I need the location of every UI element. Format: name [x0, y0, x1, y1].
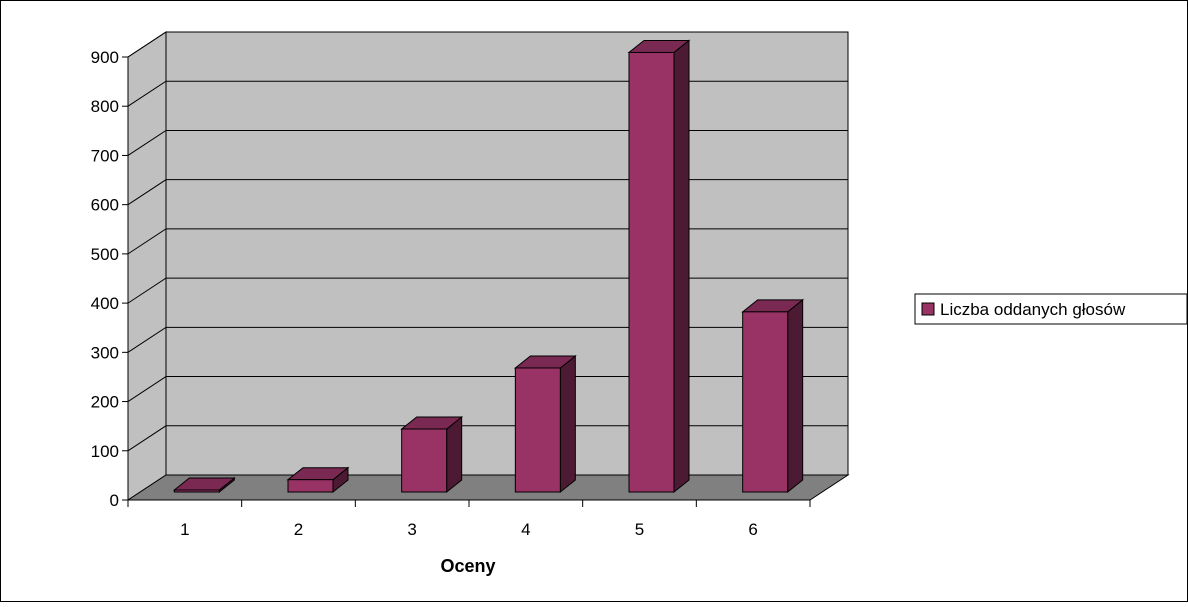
y-tick-label: 200 — [91, 393, 119, 412]
bar-front — [628, 51, 675, 493]
bar — [172, 476, 236, 494]
gridline — [127, 326, 848, 353]
bar — [741, 298, 805, 494]
y-tick-label: 400 — [91, 294, 119, 313]
y-tick-label: 900 — [91, 48, 119, 67]
gridline — [127, 425, 848, 452]
x-tick-label: 4 — [521, 520, 530, 539]
y-tick-label: 0 — [110, 491, 119, 510]
y-tick-label: 500 — [91, 245, 119, 264]
x-tick-label: 2 — [294, 520, 303, 539]
bar-front — [401, 428, 448, 493]
gridline — [127, 376, 848, 402]
bar-side — [787, 298, 804, 494]
bar-front — [173, 489, 220, 493]
bar — [513, 354, 577, 494]
y-tick-label: 800 — [91, 97, 119, 116]
gridline — [127, 31, 848, 58]
y-tick-label: 100 — [91, 442, 119, 461]
bar-side — [446, 415, 463, 494]
legend-label: Liczba oddanych głosów — [940, 300, 1126, 319]
floor — [126, 474, 850, 501]
x-tick-label: 6 — [748, 520, 757, 539]
x-tick-label: 1 — [180, 520, 189, 539]
x-tick-label: 3 — [407, 520, 416, 539]
gridline — [127, 129, 848, 156]
legend: Liczba oddanych głosów — [914, 293, 1188, 325]
bar-front — [742, 311, 789, 493]
gridline — [127, 179, 848, 206]
bar-front — [514, 367, 561, 493]
y-tick-label: 600 — [91, 196, 119, 215]
legend-box — [914, 293, 1188, 325]
gridline — [127, 228, 848, 255]
bar — [400, 415, 464, 494]
y-tick-label: 300 — [91, 343, 119, 362]
x-tick-label: 5 — [635, 520, 644, 539]
bar — [286, 466, 350, 494]
bar-side — [673, 39, 690, 494]
gridline — [127, 80, 848, 107]
legend-swatch — [921, 302, 935, 316]
gridline — [127, 277, 848, 304]
bar-front — [287, 479, 334, 493]
bar-side — [559, 354, 576, 494]
bar — [627, 39, 691, 494]
x-axis-title: Oceny — [440, 556, 495, 576]
y-tick-label: 700 — [91, 146, 119, 165]
